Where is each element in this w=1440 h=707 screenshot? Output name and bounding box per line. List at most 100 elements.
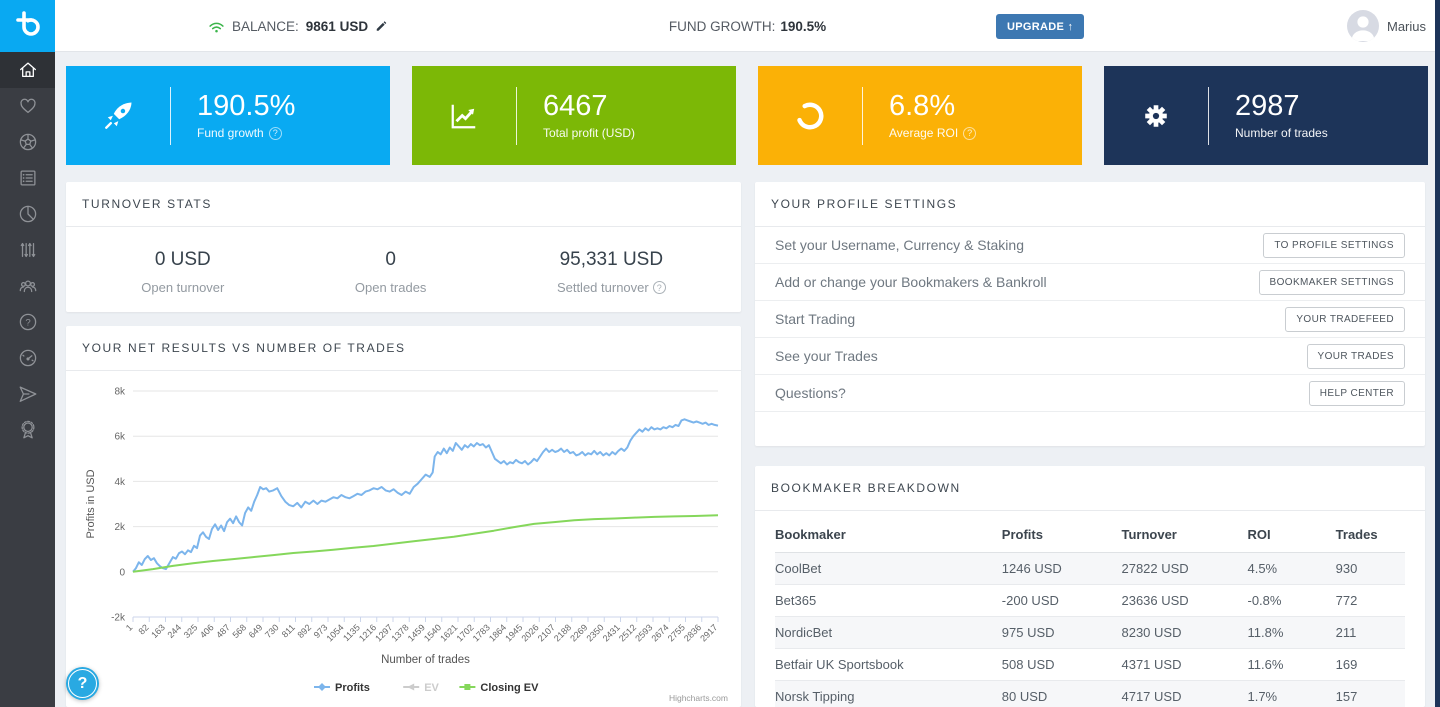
svg-text:6k: 6k (114, 432, 126, 443)
cell-profits: 975 USD (1001, 616, 1122, 649)
help-bubble-button[interactable]: ? (66, 667, 99, 700)
card-label: Average ROI (889, 126, 959, 141)
cell-profits: 1246 USD (1001, 552, 1122, 585)
cell-trades: 157 (1335, 680, 1405, 707)
fund-growth-label: FUND GROWTH: (668, 18, 776, 34)
panel-title: YOUR PROFILE SETTINGS (755, 182, 1425, 227)
svg-text:2107: 2107 (536, 622, 557, 643)
gear-icon (1145, 104, 1167, 127)
net-results-chart-panel: YOUR NET RESULTS VS NUMBER OF TRADES 8k 6… (66, 326, 741, 707)
app-logo[interactable] (0, 0, 55, 52)
svg-text:2431: 2431 (601, 622, 622, 643)
sidebar-item-community[interactable] (0, 268, 55, 304)
turnover-stat: 0 Open trades (355, 249, 427, 295)
sidebar-item-help[interactable]: ? (0, 304, 55, 340)
cell-turnover: 23636 USD (1121, 584, 1248, 617)
svg-text:811: 811 (280, 622, 297, 639)
person-icon (1351, 16, 1375, 41)
sidebar-item-filters[interactable] (0, 232, 55, 268)
svg-text:?: ? (25, 317, 30, 328)
svg-text:325: 325 (182, 622, 200, 640)
sidebar-item-performance[interactable] (0, 340, 55, 376)
svg-text:406: 406 (198, 622, 216, 640)
svg-text:8k: 8k (114, 387, 126, 398)
card-total-profit: 6467 Total profit (USD) (412, 66, 736, 165)
sidebar-item-trades-list[interactable] (0, 160, 55, 196)
rocket-icon (105, 102, 132, 129)
settings-row: Questions? HELP CENTER (755, 375, 1425, 412)
svg-text:Profits in USD: Profits in USD (85, 469, 97, 538)
paper-plane-icon (19, 386, 36, 402)
table-row: Betfair UK Sportsbook 508 USD 4371 USD 1… (775, 648, 1405, 681)
column-header: Turnover (1121, 517, 1248, 553)
svg-text:2026: 2026 (519, 622, 540, 643)
heart-icon (19, 98, 36, 114)
sidebar-item-favorites[interactable] (0, 88, 55, 124)
svg-text:Profits: Profits (335, 682, 370, 694)
bookmaker-breakdown-panel: BOOKMAKER BREAKDOWN Bookmaker Profits Tu… (755, 466, 1425, 707)
settings-row-button[interactable]: YOUR TRADES (1306, 343, 1405, 369)
sidebar-item-reports[interactable] (0, 196, 55, 232)
svg-text:1864: 1864 (487, 622, 508, 643)
svg-text:1702: 1702 (454, 622, 475, 643)
avatar[interactable] (1346, 10, 1379, 42)
sidebar-item-share[interactable] (0, 376, 55, 412)
cell-roi: -0.8% (1247, 584, 1336, 617)
info-icon[interactable]: ? (652, 281, 666, 294)
refresh-icon (796, 102, 824, 129)
settings-row-label: Questions? (775, 385, 846, 401)
card-divider (1208, 86, 1209, 145)
balance-value: 9861 USD (305, 18, 369, 34)
settings-row-label: Start Trading (775, 311, 856, 327)
settings-row-button[interactable]: BOOKMAKER SETTINGS (1258, 269, 1405, 295)
sidebar-item-home[interactable] (0, 52, 55, 88)
settings-row: Set your Username, Currency & Staking TO… (755, 227, 1425, 264)
table-row: Bet365 -200 USD 23636 USD -0.8% 772 (775, 584, 1405, 617)
settings-row-button[interactable]: TO PROFILE SETTINGS (1263, 232, 1405, 258)
football-icon (19, 133, 36, 151)
cell-turnover: 8230 USD (1121, 616, 1248, 649)
settings-row: Add or change your Bookmakers & Bankroll… (755, 264, 1425, 301)
card-divider (170, 86, 171, 145)
table-row: NordicBet 975 USD 8230 USD 11.8% 211 (775, 616, 1405, 649)
scrollbar-thumb[interactable] (1435, 0, 1440, 707)
wifi-icon (209, 22, 224, 32)
svg-text:487: 487 (214, 622, 232, 640)
stat-value: 0 (385, 249, 396, 270)
cell-trades: 211 (1335, 616, 1405, 649)
svg-text:0: 0 (119, 567, 125, 578)
info-icon[interactable]: ? (268, 126, 282, 140)
card-value: 190.5% (197, 89, 296, 122)
help-bubble-label: ? (77, 674, 88, 692)
list-icon (19, 170, 36, 186)
svg-text:730: 730 (263, 622, 281, 640)
column-header: Trades (1335, 517, 1405, 553)
upgrade-button[interactable]: UPGRADE ↑ (996, 14, 1085, 39)
edit-balance-icon[interactable] (375, 19, 389, 33)
svg-text:2917: 2917 (698, 622, 719, 643)
settings-row-button[interactable]: YOUR TRADEFEED (1285, 306, 1405, 332)
cell-roi: 11.6% (1247, 648, 1336, 681)
fund-growth-value: 190.5% (780, 18, 827, 34)
card-divider (516, 86, 517, 145)
settings-row-button[interactable]: HELP CENTER (1308, 380, 1405, 406)
cell-trades: 772 (1335, 584, 1405, 617)
sidebar-item-sports[interactable] (0, 124, 55, 160)
info-icon[interactable]: ? (963, 126, 977, 140)
community-icon (19, 280, 36, 293)
user-menu[interactable]: Marius (1346, 0, 1426, 52)
svg-text:1459: 1459 (406, 622, 427, 643)
cell-turnover: 27822 USD (1121, 552, 1248, 585)
card-value: 2987 (1235, 89, 1300, 122)
cell-bookmaker: CoolBet (775, 552, 1002, 585)
stat-label: Open turnover (141, 280, 225, 295)
svg-text:2350: 2350 (584, 622, 605, 643)
svg-text:1: 1 (124, 622, 135, 633)
gauge-icon (19, 349, 36, 367)
svg-text:4k: 4k (114, 477, 126, 488)
sidebar-item-achievements[interactable] (0, 412, 55, 448)
cell-trades: 930 (1335, 552, 1405, 585)
svg-text:2755: 2755 (666, 622, 687, 643)
svg-text:Number of trades: Number of trades (381, 654, 470, 666)
